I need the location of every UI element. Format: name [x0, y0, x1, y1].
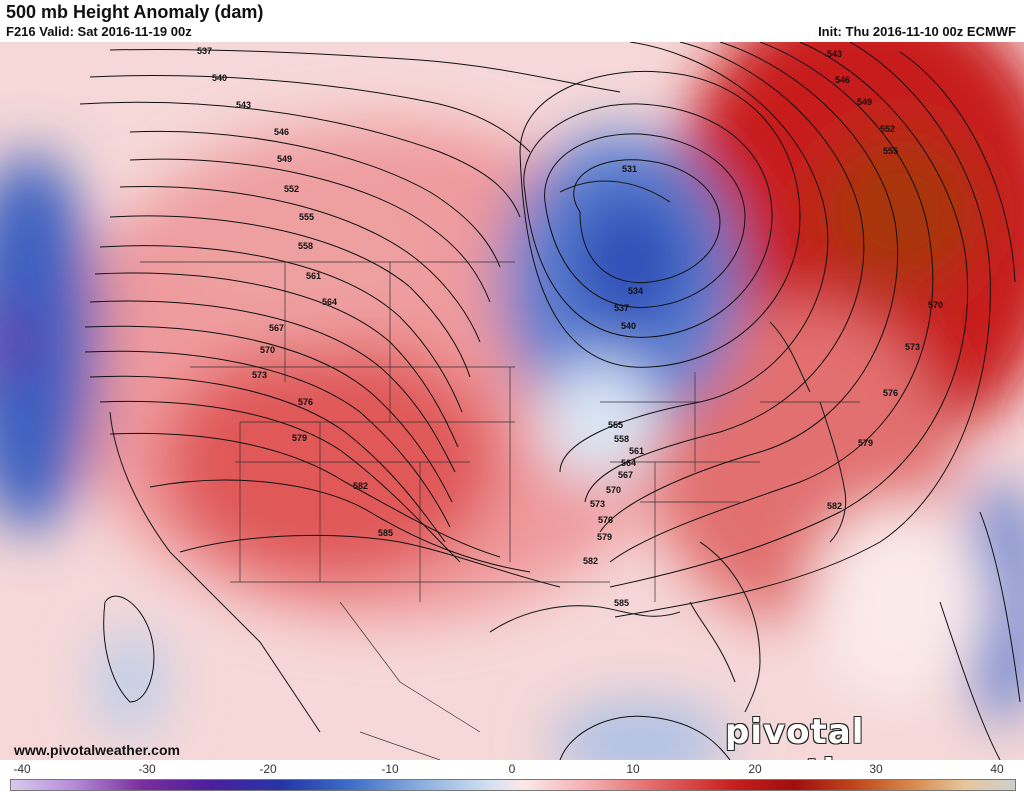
contour-label: 576: [598, 515, 613, 525]
contour-label: 543: [827, 49, 842, 59]
colorbar-tick: 10: [626, 762, 640, 776]
anomaly-map: 537 540 543 546 549 552 555 558 561 564 …: [0, 42, 1024, 760]
contour-label: 540: [621, 321, 636, 331]
coastlines: [109, 180, 847, 733]
contour-label: 564: [621, 458, 636, 468]
contour-label: 579: [597, 532, 612, 542]
init-prefix: Init:: [818, 24, 846, 39]
contour-label: 567: [269, 323, 284, 333]
colorbar-gradient: [10, 779, 1016, 791]
contour-label: 543: [236, 100, 251, 110]
height-contours: [79, 42, 1021, 760]
colorbar-tick: -30: [138, 762, 156, 776]
contour-label: 552: [284, 184, 299, 194]
colorbar: -40 -30 -20 -10 0 10 20 30 40: [0, 760, 1024, 791]
contour-label: 567: [618, 470, 633, 480]
contour-label: 579: [292, 433, 307, 443]
contour-labels: 537 540 543 546 549 552 555 558 561 564 …: [197, 46, 943, 608]
contour-label: 564: [322, 297, 337, 307]
contour-label: 582: [583, 556, 598, 566]
colorbar-tick: -10: [381, 762, 399, 776]
contour-label: 585: [614, 598, 629, 608]
contour-label: 558: [298, 241, 313, 251]
contour-label: 570: [260, 345, 275, 355]
contour-label: 573: [252, 370, 267, 380]
contour-label: 534: [628, 286, 643, 296]
colorbar-tick: 30: [869, 762, 883, 776]
contour-label: 582: [353, 481, 368, 491]
colorbar-tick: 20: [748, 762, 762, 776]
contour-label: 531: [622, 164, 637, 174]
init-time: Init: Thu 2016-11-10 00z ECMWF: [818, 24, 1016, 39]
contour-label: 537: [197, 46, 212, 56]
contour-label: 555: [883, 146, 898, 156]
contour-label: 546: [274, 127, 289, 137]
contour-label: 558: [614, 434, 629, 444]
borders: [140, 261, 860, 760]
contour-label: 549: [277, 154, 292, 164]
colorbar-tick: -40: [13, 762, 31, 776]
colorbar-tick: -20: [259, 762, 277, 776]
contour-label: 549: [857, 97, 872, 107]
contour-label: 585: [378, 528, 393, 538]
valid-time: F216 Valid: Sat 2016-11-19 00z: [6, 24, 192, 39]
contour-label: 561: [306, 271, 321, 281]
colorbar-tick: 40: [990, 762, 1004, 776]
contour-label: 582: [827, 501, 842, 511]
map-title: 500 mb Height Anomaly (dam): [6, 2, 264, 22]
contour-label: 540: [212, 73, 227, 83]
contour-label: 570: [928, 300, 943, 310]
contour-label: 555: [299, 212, 314, 222]
contour-label: 537: [614, 303, 629, 313]
contour-label: 573: [590, 499, 605, 509]
contour-label: 561: [629, 446, 644, 456]
contour-label: 576: [883, 388, 898, 398]
colorbar-tick: 0: [508, 762, 516, 776]
contour-label: 579: [858, 438, 873, 448]
contour-label: 552: [880, 124, 895, 134]
site-url: www.pivotalweather.com: [14, 742, 180, 758]
init-value: Thu 2016-11-10 00z ECMWF: [845, 24, 1017, 39]
contour-label: 555: [608, 420, 623, 430]
contour-label: 576: [298, 397, 313, 407]
contour-label: 573: [905, 342, 920, 352]
map-header: 500 mb Height Anomaly (dam) F216 Valid: …: [0, 0, 1024, 42]
contour-label: 546: [835, 75, 850, 85]
contour-label: 570: [606, 485, 621, 495]
anomaly-field: [0, 42, 1024, 760]
